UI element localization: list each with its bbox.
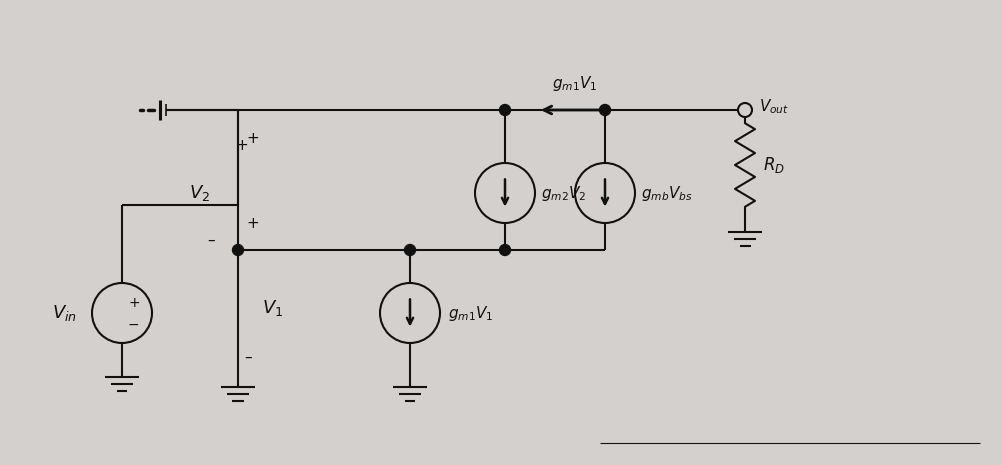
Circle shape [599,105,610,115]
Text: $g_{m2}V_2$: $g_{m2}V_2$ [540,184,586,202]
Text: +: + [234,138,247,153]
Text: –: – [207,232,214,247]
Text: +: + [245,215,259,231]
Circle shape [404,245,415,255]
Text: $R_D$: $R_D$ [763,155,785,175]
Text: $V_{out}$: $V_{out}$ [759,98,789,116]
Circle shape [499,105,510,115]
Circle shape [232,245,243,255]
Text: $g_{m1}V_1$: $g_{m1}V_1$ [552,74,597,93]
Text: +: + [245,131,259,146]
Text: $V_{in}$: $V_{in}$ [51,303,76,323]
Text: −: − [128,318,139,332]
Text: $g_{mb}V_{bs}$: $g_{mb}V_{bs}$ [640,184,692,202]
Text: +: + [129,296,140,310]
Text: –: – [243,350,252,365]
Circle shape [737,103,752,117]
Text: $g_{m1}V_1$: $g_{m1}V_1$ [448,304,493,323]
Text: $V_2$: $V_2$ [189,183,210,203]
Text: $V_1$: $V_1$ [262,298,283,318]
Circle shape [499,245,510,255]
